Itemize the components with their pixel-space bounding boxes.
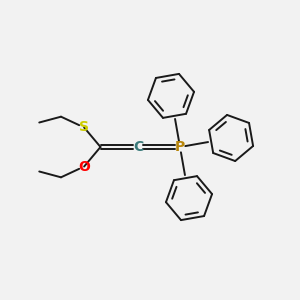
Text: P: P: [175, 140, 185, 154]
Text: S: S: [79, 121, 89, 134]
Text: O: O: [78, 160, 90, 173]
Text: C: C: [133, 140, 143, 154]
